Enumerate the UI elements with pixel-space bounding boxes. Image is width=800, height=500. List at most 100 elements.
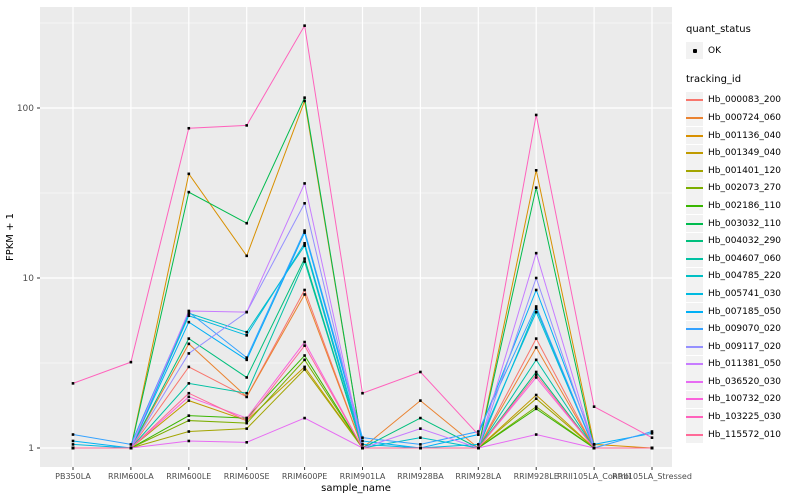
legend-color-key: [686, 215, 703, 233]
data-point: [187, 172, 191, 176]
data-point: [361, 439, 364, 443]
data-point: [477, 446, 480, 450]
data-point: [245, 310, 248, 314]
legend-color-key: [686, 127, 703, 145]
data-point: [361, 391, 364, 395]
data-point: [419, 416, 422, 420]
legend-color-key: [686, 338, 703, 356]
legend-color-key: [686, 197, 703, 215]
data-point: [303, 182, 306, 185]
legend-item-label: Hb_100732_020: [708, 394, 782, 405]
data-point: [534, 113, 538, 117]
data-point: [245, 391, 248, 395]
legend-color-key: [686, 109, 703, 127]
data-point: [534, 305, 538, 308]
legend-item-label: Hb_009117_020: [708, 341, 782, 352]
legend-color-key: [686, 179, 703, 197]
data-point: [245, 421, 248, 425]
legend-color-key: [686, 250, 703, 268]
legend-tracking-id: tracking_id Hb_000083_200 Hb_000724_060 Hb…: [686, 74, 798, 444]
data-point: [419, 446, 422, 450]
panel-background: [40, 7, 672, 467]
legend-item-ok: OK: [686, 42, 798, 60]
data-point: [303, 368, 306, 371]
data-point: [361, 446, 364, 450]
data-point: [534, 405, 538, 408]
data-point: [534, 276, 538, 280]
legend-item-label: Hb_000724_060: [708, 112, 782, 123]
data-point: [303, 340, 306, 344]
legend-item-label: Hb_001349_040: [708, 148, 782, 159]
axis-tick-labels: PB350LA RRIM600LA RRIM600LE RRIM600SE RRIM60…: [17, 104, 692, 481]
data-point: [245, 376, 248, 379]
data-point: [477, 433, 480, 436]
data-point: [303, 231, 306, 234]
data-point: [534, 370, 538, 374]
data-point: [245, 334, 248, 337]
legend-item-label: Hb_103225_030: [708, 412, 782, 423]
legend-item-Hb_000724_060: Hb_000724_060: [686, 109, 798, 127]
data-point: [303, 99, 306, 103]
data-point: [419, 370, 422, 374]
data-point: [245, 356, 248, 359]
data-point: [303, 202, 306, 205]
data-point: [187, 414, 191, 417]
x-tick-label: RRIM600SE: [224, 472, 270, 481]
legend-color-key: [686, 373, 703, 391]
legend-item-Hb_009117_020: Hb_009117_020: [686, 338, 798, 356]
ok-point-key: [686, 42, 703, 60]
data-point: [71, 446, 75, 450]
x-tick-label: RRIM928LA: [455, 472, 501, 481]
legend-item-Hb_000083_200: Hb_000083_200: [686, 91, 798, 110]
data-point: [245, 441, 248, 444]
data-point: [534, 288, 538, 292]
legend-item-Hb_009070_020: Hb_009070_020: [686, 320, 798, 338]
data-point: [71, 439, 75, 443]
data-point: [419, 399, 422, 402]
legend-color-key: [686, 303, 703, 321]
data-point: [419, 436, 422, 439]
legend-quant-status: quant_status OK: [686, 24, 798, 60]
y-tick-label: 10: [23, 274, 35, 284]
legend-item-Hb_036520_030: Hb_036520_030: [686, 373, 798, 391]
legend-item-Hb_003032_110: Hb_003032_110: [686, 215, 798, 233]
legend-item-Hb_115572_010: Hb_115572_010: [686, 426, 798, 444]
legend: quant_status OK tracking_id Hb_000083_20…: [686, 24, 798, 444]
data-point: [245, 221, 248, 225]
data-point: [71, 433, 75, 436]
data-point: [534, 337, 538, 340]
legend-color-key: [686, 162, 703, 180]
data-point: [187, 419, 191, 422]
legend-color-key: [686, 267, 703, 285]
data-point: [361, 436, 364, 439]
data-point: [71, 443, 75, 446]
legend-color-key: [686, 408, 703, 426]
x-tick-label: RRII105LA_Control: [557, 472, 631, 481]
data-point: [187, 391, 191, 395]
data-point: [650, 446, 654, 450]
data-point: [534, 373, 538, 376]
data-point: [303, 365, 306, 369]
legend-item-label: Hb_011381_050: [708, 359, 782, 370]
data-point: [303, 344, 306, 347]
data-point: [534, 407, 538, 411]
legend-item-label: Hb_001136_040: [708, 130, 782, 141]
data-point: [534, 251, 538, 255]
legend-color-key: [686, 320, 703, 338]
data-point: [245, 358, 248, 362]
x-tick-label: PB350LA: [55, 472, 91, 481]
legend-item-Hb_103225_030: Hb_103225_030: [686, 408, 798, 426]
plot-panel: [40, 7, 672, 467]
legend-color-key: [686, 91, 703, 109]
legend-color-key: [686, 426, 703, 444]
legend-tracking-id-rows: Hb_000083_200 Hb_000724_060 Hb_001136_040 H…: [686, 91, 798, 444]
data-point: [303, 96, 306, 99]
legend-color-key: [686, 355, 703, 373]
x-tick-label: RRII105LA_Stressed: [612, 472, 692, 481]
y-tick-label: 1: [28, 444, 34, 454]
x-tick-label: RRIM928BA: [397, 472, 444, 481]
data-point: [187, 430, 191, 433]
legend-color-key: [686, 144, 703, 162]
legend-item-Hb_001401_120: Hb_001401_120: [686, 162, 798, 180]
data-point: [534, 433, 538, 436]
